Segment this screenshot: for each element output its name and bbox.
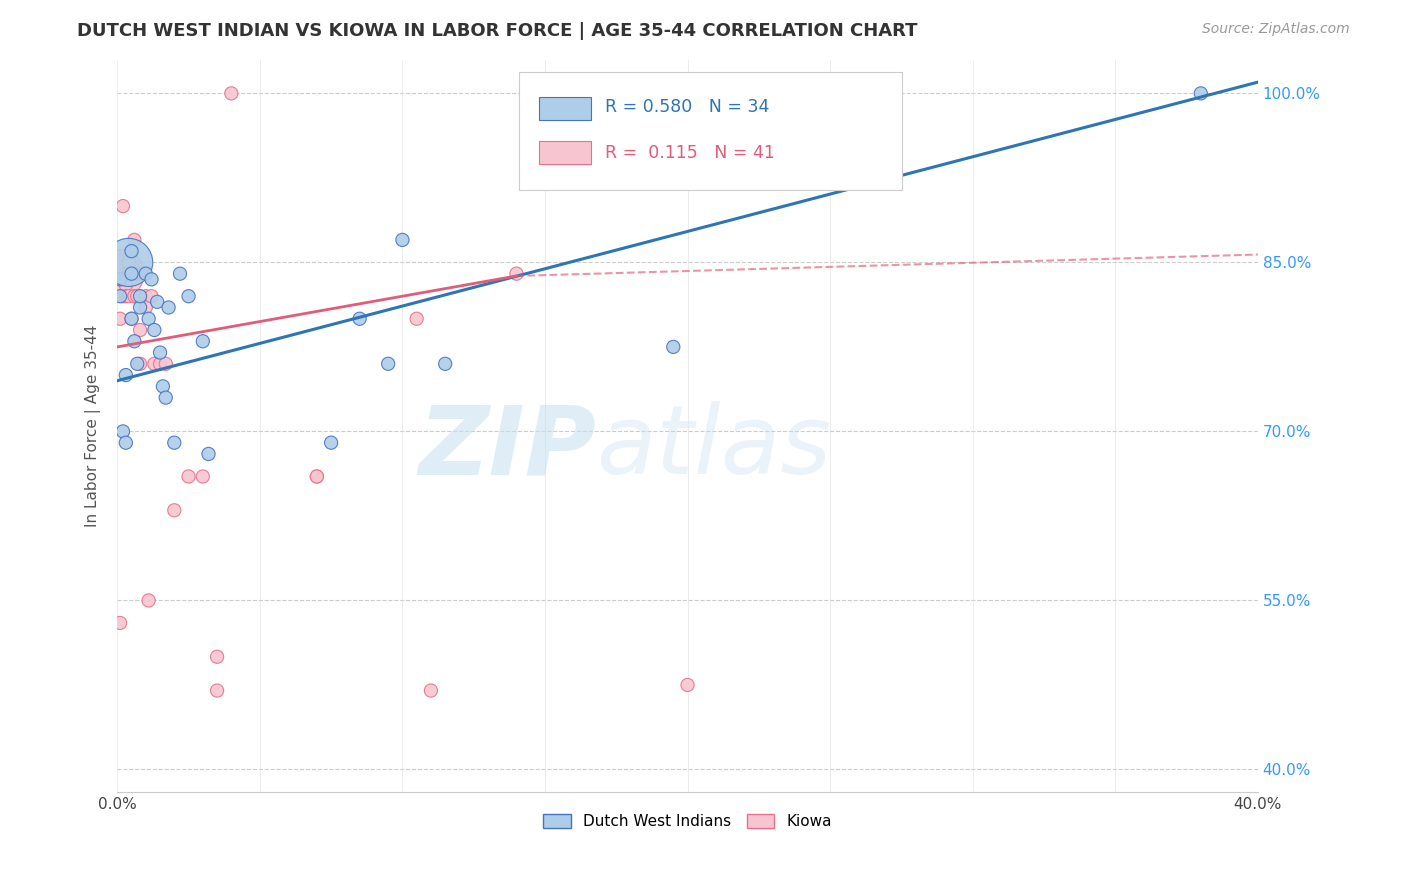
Point	[108, 267, 131, 281]
Text: Source: ZipAtlas.com: Source: ZipAtlas.com	[1202, 22, 1350, 37]
Point	[108, 615, 131, 630]
Point	[138, 593, 160, 607]
Y-axis label: In Labor Force | Age 35-44: In Labor Force | Age 35-44	[86, 325, 101, 527]
Point	[111, 425, 134, 439]
Point	[124, 289, 146, 303]
Point	[149, 345, 172, 359]
Point	[127, 357, 149, 371]
Point	[141, 289, 163, 303]
Point	[155, 391, 177, 405]
Point	[197, 447, 219, 461]
Point	[118, 255, 141, 269]
Point	[143, 357, 166, 371]
Point	[177, 289, 200, 303]
Point	[149, 357, 172, 371]
Point	[111, 289, 134, 303]
Point	[127, 289, 149, 303]
Point	[121, 311, 143, 326]
Point	[129, 301, 152, 315]
Point	[391, 233, 413, 247]
Point	[205, 649, 228, 664]
Point	[135, 301, 157, 315]
Text: R = 0.580   N = 34: R = 0.580 N = 34	[606, 98, 770, 116]
Point	[114, 277, 136, 292]
Point	[118, 289, 141, 303]
Point	[124, 334, 146, 349]
Point	[1189, 87, 1212, 101]
Point	[143, 323, 166, 337]
Point	[124, 233, 146, 247]
Point	[135, 289, 157, 303]
Point	[129, 289, 152, 303]
Text: R =  0.115   N = 41: R = 0.115 N = 41	[606, 144, 775, 161]
Point	[676, 678, 699, 692]
Point	[662, 340, 685, 354]
Point	[177, 469, 200, 483]
Point	[114, 435, 136, 450]
Point	[169, 267, 191, 281]
Point	[305, 469, 328, 483]
Bar	[540, 141, 591, 164]
Point	[132, 267, 155, 281]
Point	[127, 267, 149, 281]
Point	[129, 323, 152, 337]
Point	[141, 272, 163, 286]
Point	[321, 435, 343, 450]
Point	[129, 357, 152, 371]
Point	[111, 199, 134, 213]
Point	[405, 311, 427, 326]
Point	[114, 267, 136, 281]
Point	[118, 267, 141, 281]
Point	[135, 267, 157, 281]
Legend: Dutch West Indians, Kiowa: Dutch West Indians, Kiowa	[537, 808, 838, 836]
Text: ZIP: ZIP	[419, 401, 596, 494]
Point	[157, 301, 180, 315]
Point	[118, 255, 141, 269]
Point	[111, 272, 134, 286]
Point	[419, 683, 441, 698]
Point	[121, 267, 143, 281]
Point	[377, 357, 399, 371]
Point	[114, 289, 136, 303]
Point	[121, 311, 143, 326]
Point	[121, 267, 143, 281]
Point	[138, 311, 160, 326]
Bar	[540, 97, 591, 120]
Point	[163, 503, 186, 517]
Point	[114, 368, 136, 382]
Point	[108, 272, 131, 286]
Point	[108, 284, 131, 298]
Point	[121, 244, 143, 259]
Point	[108, 289, 131, 303]
Text: atlas: atlas	[596, 401, 831, 494]
Point	[146, 294, 169, 309]
Point	[191, 334, 214, 349]
Text: DUTCH WEST INDIAN VS KIOWA IN LABOR FORCE | AGE 35-44 CORRELATION CHART: DUTCH WEST INDIAN VS KIOWA IN LABOR FORC…	[77, 22, 918, 40]
Point	[191, 469, 214, 483]
Point	[152, 379, 174, 393]
Point	[108, 311, 131, 326]
Point	[505, 267, 527, 281]
FancyBboxPatch shape	[519, 72, 903, 190]
Point	[305, 469, 328, 483]
Point	[155, 357, 177, 371]
Point	[221, 87, 243, 101]
Point	[205, 683, 228, 698]
Point	[434, 357, 457, 371]
Point	[163, 435, 186, 450]
Point	[349, 311, 371, 326]
